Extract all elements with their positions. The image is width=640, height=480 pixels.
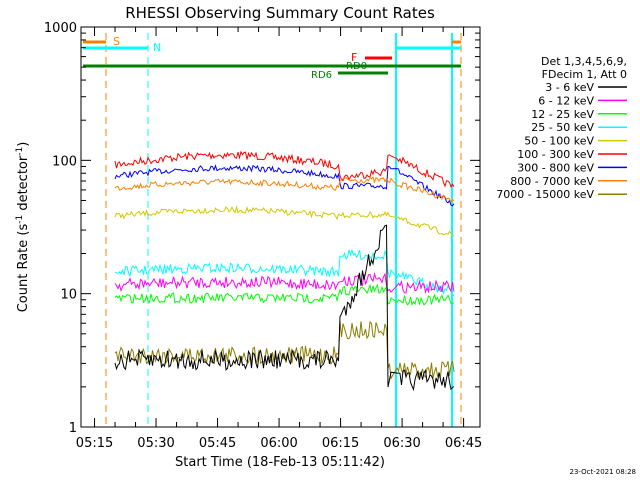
plot-frame: [80, 26, 481, 428]
flag-label-f: F: [351, 51, 357, 64]
legend-header-1: Det 1,3,4,5,6,9,: [541, 55, 627, 68]
x-tick-label: 05:30: [137, 436, 174, 451]
curve-100-300keV: [114, 150, 455, 189]
y-axis-label-part-3: ): [16, 142, 31, 147]
y-axis-label-part-2: detector: [16, 155, 31, 215]
curve-7000-15000keV: [114, 320, 455, 381]
x-tick-label: 06:15: [322, 436, 359, 451]
legend-label: 12 - 25 keV: [531, 108, 594, 121]
x-axis: 05:15 05:30 05:45 06:00 06:15 06:30 06:45: [76, 27, 482, 451]
legend-label: 7000 - 15000 keV: [496, 188, 594, 201]
y-tick-label: 1000: [44, 21, 77, 36]
curve-25-50keV: [114, 248, 455, 297]
legend-label: 800 - 7000 keV: [510, 175, 594, 188]
curve-12-25keV: [114, 283, 454, 307]
curve-6-12keV: [114, 272, 455, 294]
legend-label: 50 - 100 keV: [524, 135, 594, 148]
chart-title: RHESSI Observing Summary Count Rates: [125, 4, 435, 22]
curve-3-6keV: [114, 224, 455, 392]
x-tick-label: 06:00: [260, 436, 297, 451]
legend-label: 25 - 50 keV: [531, 121, 594, 134]
y-tick-label: 1: [69, 421, 77, 436]
x-tick-label: 06:45: [445, 436, 482, 451]
x-tick-label: 06:30: [383, 436, 420, 451]
flag-label-rd6: RD6: [311, 70, 332, 81]
legend-label: 6 - 12 keV: [538, 94, 594, 107]
legend-header-2: FDecim 1, Att 0: [542, 68, 627, 81]
generation-timestamp: 23-Oct-2021 08:28: [570, 468, 636, 476]
y-axis-label-sup-2: -1: [15, 147, 25, 156]
curve-800-7000keV: [114, 176, 455, 204]
x-tick-label: 05:45: [199, 436, 236, 451]
legend-label: 300 - 800 keV: [517, 161, 594, 174]
curve-300-800keV: [114, 164, 455, 207]
count-rate-curves: [114, 150, 455, 392]
y-tick-label: 100: [52, 154, 77, 169]
legend-label: 100 - 300 keV: [517, 148, 594, 161]
y-axis: 1 10 100 1000: [44, 21, 480, 436]
curve-50-100keV: [114, 205, 455, 237]
x-axis-label: Start Time (18-Feb-13 05:11:42): [175, 455, 385, 470]
x-tick-label: 05:15: [76, 436, 113, 451]
y-axis-label-sup-1: -1: [15, 215, 25, 224]
flag-label-rd0: RD0: [346, 61, 367, 72]
legend-label: 3 - 6 keV: [545, 81, 594, 94]
flag-bars: S N F RD0 RD6: [83, 35, 461, 81]
flag-label-s: S: [113, 35, 120, 48]
y-axis-label: Count Rate (s-1 detector-1): [15, 142, 31, 313]
y-axis-label-part-1: Count Rate (s: [16, 224, 31, 313]
legend: Det 1,3,4,5,6,9, FDecim 1, Att 0 3 - 6 k…: [496, 55, 627, 201]
flag-label-n: N: [153, 41, 161, 54]
y-tick-label: 10: [60, 288, 77, 303]
